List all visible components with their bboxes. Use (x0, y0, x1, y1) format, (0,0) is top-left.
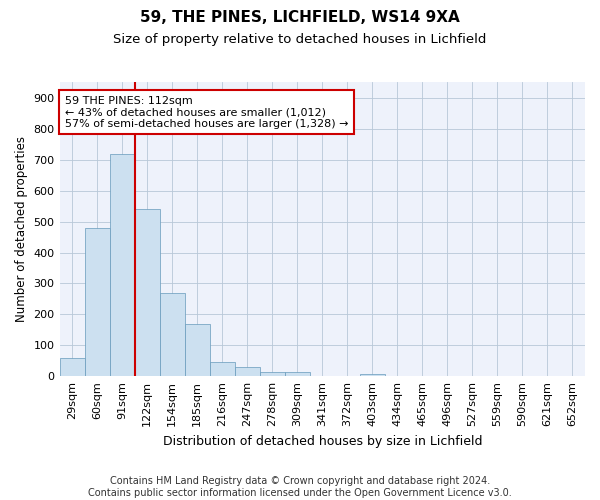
Bar (235, 367, 260, 376)
Y-axis label: Number of detached properties: Number of detached properties (15, 136, 28, 322)
Bar (59, 358, 85, 376)
Bar (110, 154, 134, 376)
Text: Size of property relative to detached houses in Lichfield: Size of property relative to detached ho… (113, 32, 487, 46)
Bar (209, 362, 235, 376)
Bar (185, 324, 209, 376)
Bar (134, 209, 160, 376)
Bar (360, 374, 385, 376)
X-axis label: Distribution of detached houses by size in Lichfield: Distribution of detached houses by size … (163, 434, 482, 448)
Bar (85, 228, 110, 376)
Text: 59, THE PINES, LICHFIELD, WS14 9XA: 59, THE PINES, LICHFIELD, WS14 9XA (140, 10, 460, 25)
Bar (260, 372, 285, 376)
Text: 59 THE PINES: 112sqm
← 43% of detached houses are smaller (1,012)
57% of semi-de: 59 THE PINES: 112sqm ← 43% of detached h… (65, 96, 348, 129)
Bar (285, 372, 310, 376)
Bar (160, 292, 185, 376)
Text: Contains HM Land Registry data © Crown copyright and database right 2024.
Contai: Contains HM Land Registry data © Crown c… (88, 476, 512, 498)
